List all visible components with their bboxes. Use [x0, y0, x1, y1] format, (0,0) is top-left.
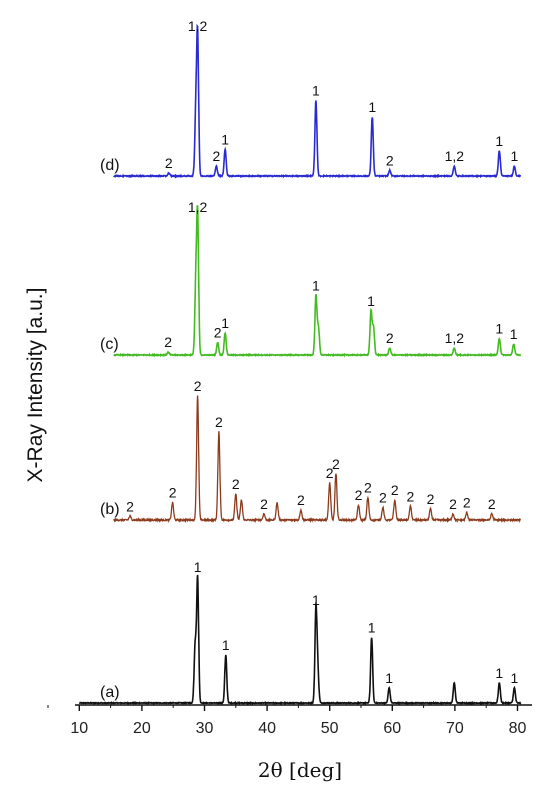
- peak-label: 1: [368, 620, 376, 636]
- peak-label: 2: [232, 476, 240, 492]
- peak-label: 1: [385, 670, 393, 686]
- peak-label: 2: [364, 480, 372, 496]
- peak-label: 2: [332, 456, 340, 472]
- x-tick-label: 30: [196, 720, 214, 737]
- peak-label: 1: [511, 670, 519, 686]
- peak-label: 2: [488, 496, 496, 512]
- x-tick-label: 80: [509, 720, 527, 737]
- x-tick-label: 20: [133, 720, 151, 737]
- peak-label: 1,2: [188, 199, 208, 215]
- series-tags: (a) (b) (c) (d): [100, 157, 120, 701]
- x-tick-label: 60: [383, 720, 401, 737]
- peak-label: 1,2: [188, 18, 208, 34]
- peak-label: 2: [463, 495, 471, 511]
- series-tag: (d): [100, 157, 120, 174]
- peak-label: 1: [312, 82, 320, 98]
- peak-label: 2: [386, 330, 394, 346]
- series-tag: (a): [100, 684, 120, 701]
- series-line-4: [113, 23, 522, 179]
- x-axis: 10 20 30 40 50 60 70 80: [47, 704, 532, 737]
- x-tick-label: 70: [446, 720, 464, 737]
- peak-label: 1: [510, 326, 518, 342]
- series-line-1: [78, 574, 522, 706]
- peak-label: 1: [221, 131, 229, 147]
- x-tick-label: 50: [321, 720, 339, 737]
- peak-label: 1: [495, 665, 503, 681]
- peak-label: 2: [407, 488, 415, 504]
- peak-label: 1: [511, 148, 519, 164]
- series-line-2: [113, 395, 521, 524]
- peak-label: 2: [165, 155, 173, 171]
- peak-label: 1: [312, 592, 320, 608]
- peak-label: 2: [326, 465, 334, 481]
- x-tick-label: 10: [70, 720, 88, 737]
- peak-label: 1,2: [445, 330, 465, 346]
- peak-label: 1: [367, 293, 375, 309]
- peak-label: 1: [222, 637, 230, 653]
- diffraction-patterns: [78, 23, 522, 706]
- x-axis-title: 2θ [deg]: [258, 758, 342, 782]
- peak-label: 2: [126, 498, 134, 514]
- peak-label: 2: [297, 492, 305, 508]
- peak-label: 2: [355, 487, 363, 503]
- peak-label: 2: [449, 496, 457, 512]
- series-line-3: [113, 205, 522, 358]
- peak-label: 1: [368, 99, 376, 115]
- peak-label: 2: [164, 334, 172, 350]
- peak-label: 2: [427, 491, 435, 507]
- peak-label: 1: [495, 320, 503, 336]
- peak-label: 2: [386, 152, 394, 168]
- peak-label: 1: [221, 315, 229, 331]
- peak-label: 2: [194, 378, 202, 394]
- peak-label: 2: [391, 482, 399, 498]
- peak-label: 1: [495, 133, 503, 149]
- x-tick-label: 40: [258, 720, 276, 737]
- peak-label: 2: [169, 485, 177, 501]
- peak-label: 2: [215, 414, 223, 430]
- peak-label: 2: [260, 496, 268, 512]
- peak-label: 2: [213, 148, 221, 164]
- peak-label: 2: [214, 325, 222, 341]
- peak-label: 1: [194, 559, 202, 575]
- peak-label: 2: [379, 490, 387, 506]
- peak-label: 1,2: [445, 148, 465, 164]
- y-axis-title: X-Ray Intensity [a.u.]: [24, 288, 47, 483]
- series-tag: (b): [100, 501, 120, 518]
- series-tag: (c): [100, 336, 119, 353]
- peak-label: 1: [312, 278, 320, 294]
